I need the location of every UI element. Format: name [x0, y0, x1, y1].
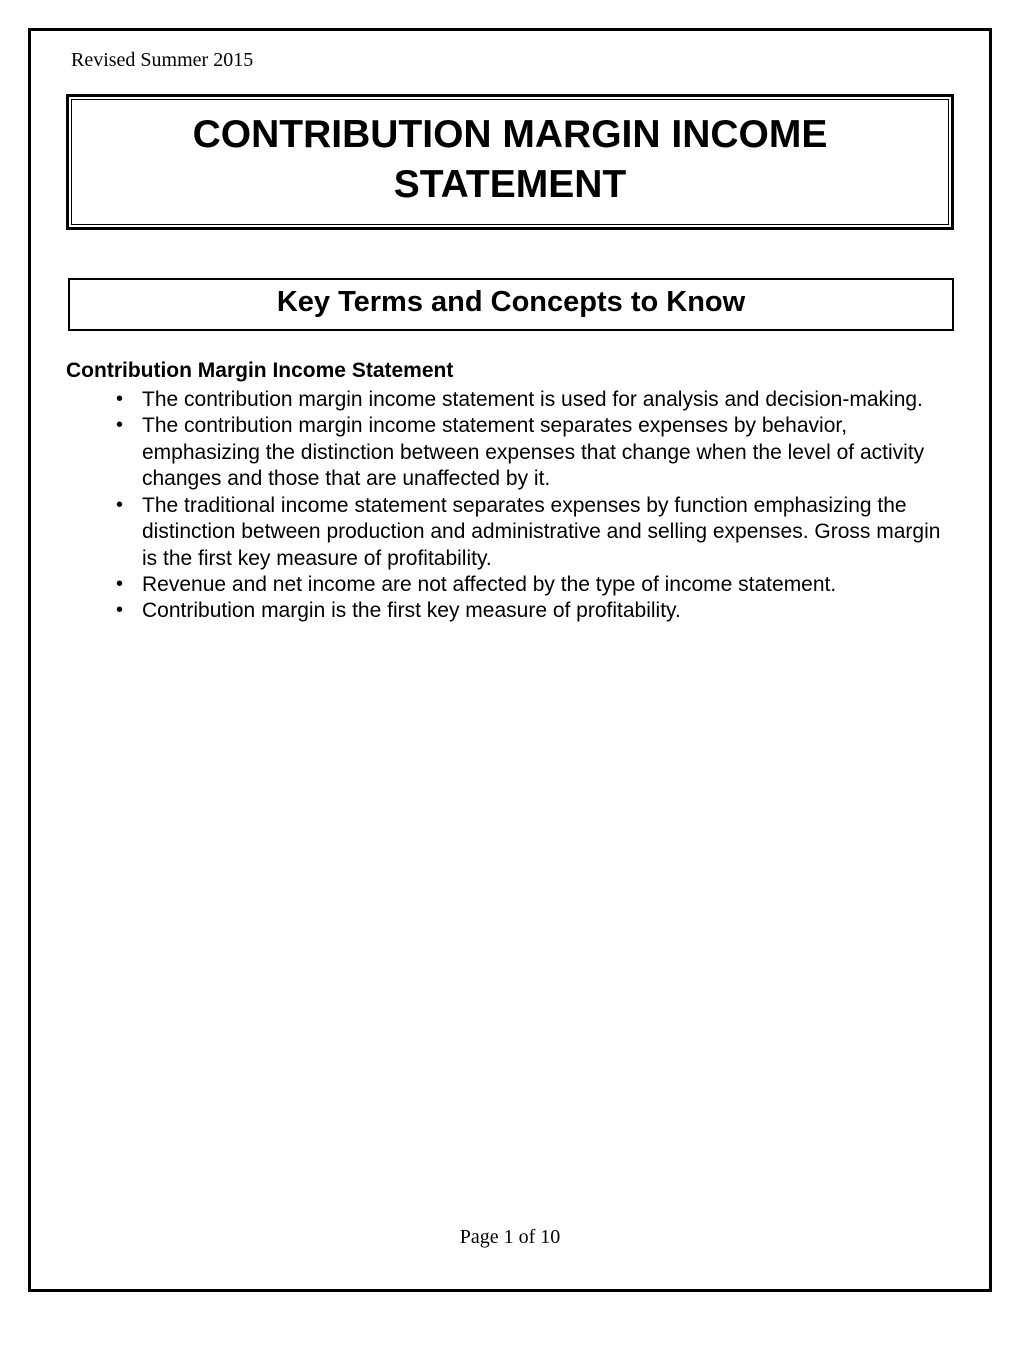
list-item: The traditional income statement separat…: [116, 493, 954, 572]
page-title: CONTRIBUTION MARGIN INCOME STATEMENT: [82, 110, 938, 210]
list-item: Revenue and net income are not affected …: [116, 572, 954, 598]
bullet-list: The contribution margin income statement…: [66, 387, 954, 625]
section-heading-box: Key Terms and Concepts to Know: [68, 278, 954, 331]
page-border: Revised Summer 2015 CONTRIBUTION MARGIN …: [28, 28, 992, 1292]
revision-label: Revised Summer 2015: [71, 49, 954, 72]
subsection-title: Contribution Margin Income Statement: [66, 359, 954, 383]
title-box: CONTRIBUTION MARGIN INCOME STATEMENT: [66, 94, 954, 230]
list-item: The contribution margin income statement…: [116, 387, 954, 413]
list-item: The contribution margin income statement…: [116, 413, 954, 492]
page-footer: Page 1 of 10: [31, 1226, 989, 1249]
section-heading: Key Terms and Concepts to Know: [80, 286, 942, 319]
list-item: Contribution margin is the first key mea…: [116, 598, 954, 624]
title-inner-border: CONTRIBUTION MARGIN INCOME STATEMENT: [71, 99, 949, 225]
